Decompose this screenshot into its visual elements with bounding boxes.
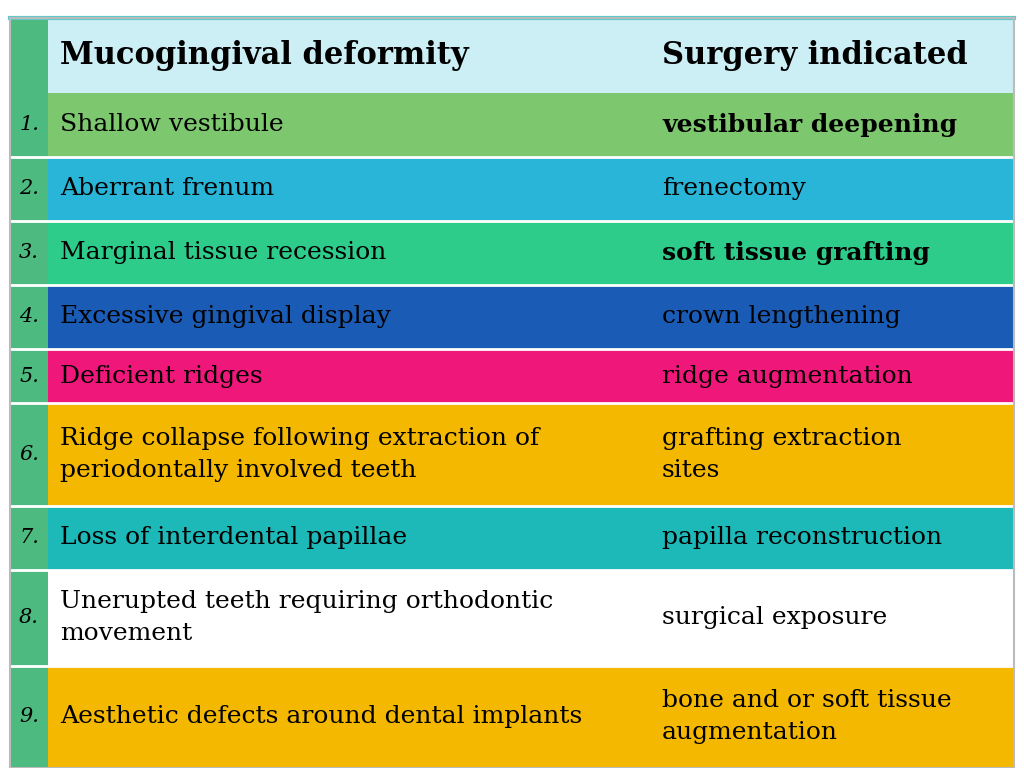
Bar bbox=[10, 403, 48, 505]
Bar bbox=[10, 157, 48, 221]
Bar bbox=[10, 285, 1014, 349]
Text: Mucogingival deformity: Mucogingival deformity bbox=[60, 40, 469, 71]
Text: soft tissue grafting: soft tissue grafting bbox=[662, 241, 930, 265]
Text: grafting extraction
sites: grafting extraction sites bbox=[662, 427, 901, 482]
Text: 9.: 9. bbox=[19, 707, 39, 727]
Text: 4.: 4. bbox=[19, 307, 39, 326]
Bar bbox=[10, 349, 1014, 403]
Bar bbox=[10, 505, 1014, 570]
Bar bbox=[10, 93, 1014, 157]
Text: Aesthetic defects around dental implants: Aesthetic defects around dental implants bbox=[60, 705, 583, 728]
Text: 7.: 7. bbox=[19, 528, 39, 547]
Text: Deficient ridges: Deficient ridges bbox=[60, 365, 262, 388]
Text: 5.: 5. bbox=[19, 366, 39, 386]
Text: Shallow vestibule: Shallow vestibule bbox=[60, 114, 284, 137]
Text: Marginal tissue recession: Marginal tissue recession bbox=[60, 241, 386, 264]
Text: 6.: 6. bbox=[19, 445, 39, 464]
Bar bbox=[10, 505, 48, 570]
Text: ridge augmentation: ridge augmentation bbox=[662, 365, 912, 388]
Text: surgical exposure: surgical exposure bbox=[662, 606, 887, 629]
Text: 1.: 1. bbox=[19, 115, 39, 134]
Text: Aberrant frenum: Aberrant frenum bbox=[60, 177, 274, 200]
Bar bbox=[10, 221, 48, 285]
Bar bbox=[10, 18, 1014, 93]
Text: Loss of interdental papillae: Loss of interdental papillae bbox=[60, 526, 408, 549]
Text: papilla reconstruction: papilla reconstruction bbox=[662, 526, 942, 549]
Text: crown lengthening: crown lengthening bbox=[662, 306, 901, 329]
Bar bbox=[10, 285, 48, 349]
Text: Unerupted teeth requiring orthodontic
movement: Unerupted teeth requiring orthodontic mo… bbox=[60, 590, 553, 645]
Text: 8.: 8. bbox=[19, 608, 39, 627]
Text: Ridge collapse following extraction of
periodontally involved teeth: Ridge collapse following extraction of p… bbox=[60, 427, 540, 482]
Bar bbox=[10, 666, 48, 768]
Text: Surgery indicated: Surgery indicated bbox=[662, 40, 968, 71]
Text: Excessive gingival display: Excessive gingival display bbox=[60, 306, 391, 329]
Text: frenectomy: frenectomy bbox=[662, 177, 806, 200]
Bar bbox=[10, 221, 1014, 285]
Bar bbox=[0, 0, 1024, 18]
Bar bbox=[10, 93, 48, 157]
Text: 2.: 2. bbox=[19, 180, 39, 198]
Text: bone and or soft tissue
augmentation: bone and or soft tissue augmentation bbox=[662, 690, 951, 744]
Text: 3.: 3. bbox=[19, 243, 39, 263]
Bar bbox=[10, 570, 48, 666]
Bar bbox=[10, 349, 48, 403]
Bar bbox=[10, 570, 1014, 666]
Text: vestibular deepening: vestibular deepening bbox=[662, 113, 957, 137]
Bar bbox=[10, 18, 48, 93]
Bar bbox=[10, 403, 1014, 505]
Bar bbox=[10, 157, 1014, 221]
Bar bbox=[10, 666, 1014, 768]
